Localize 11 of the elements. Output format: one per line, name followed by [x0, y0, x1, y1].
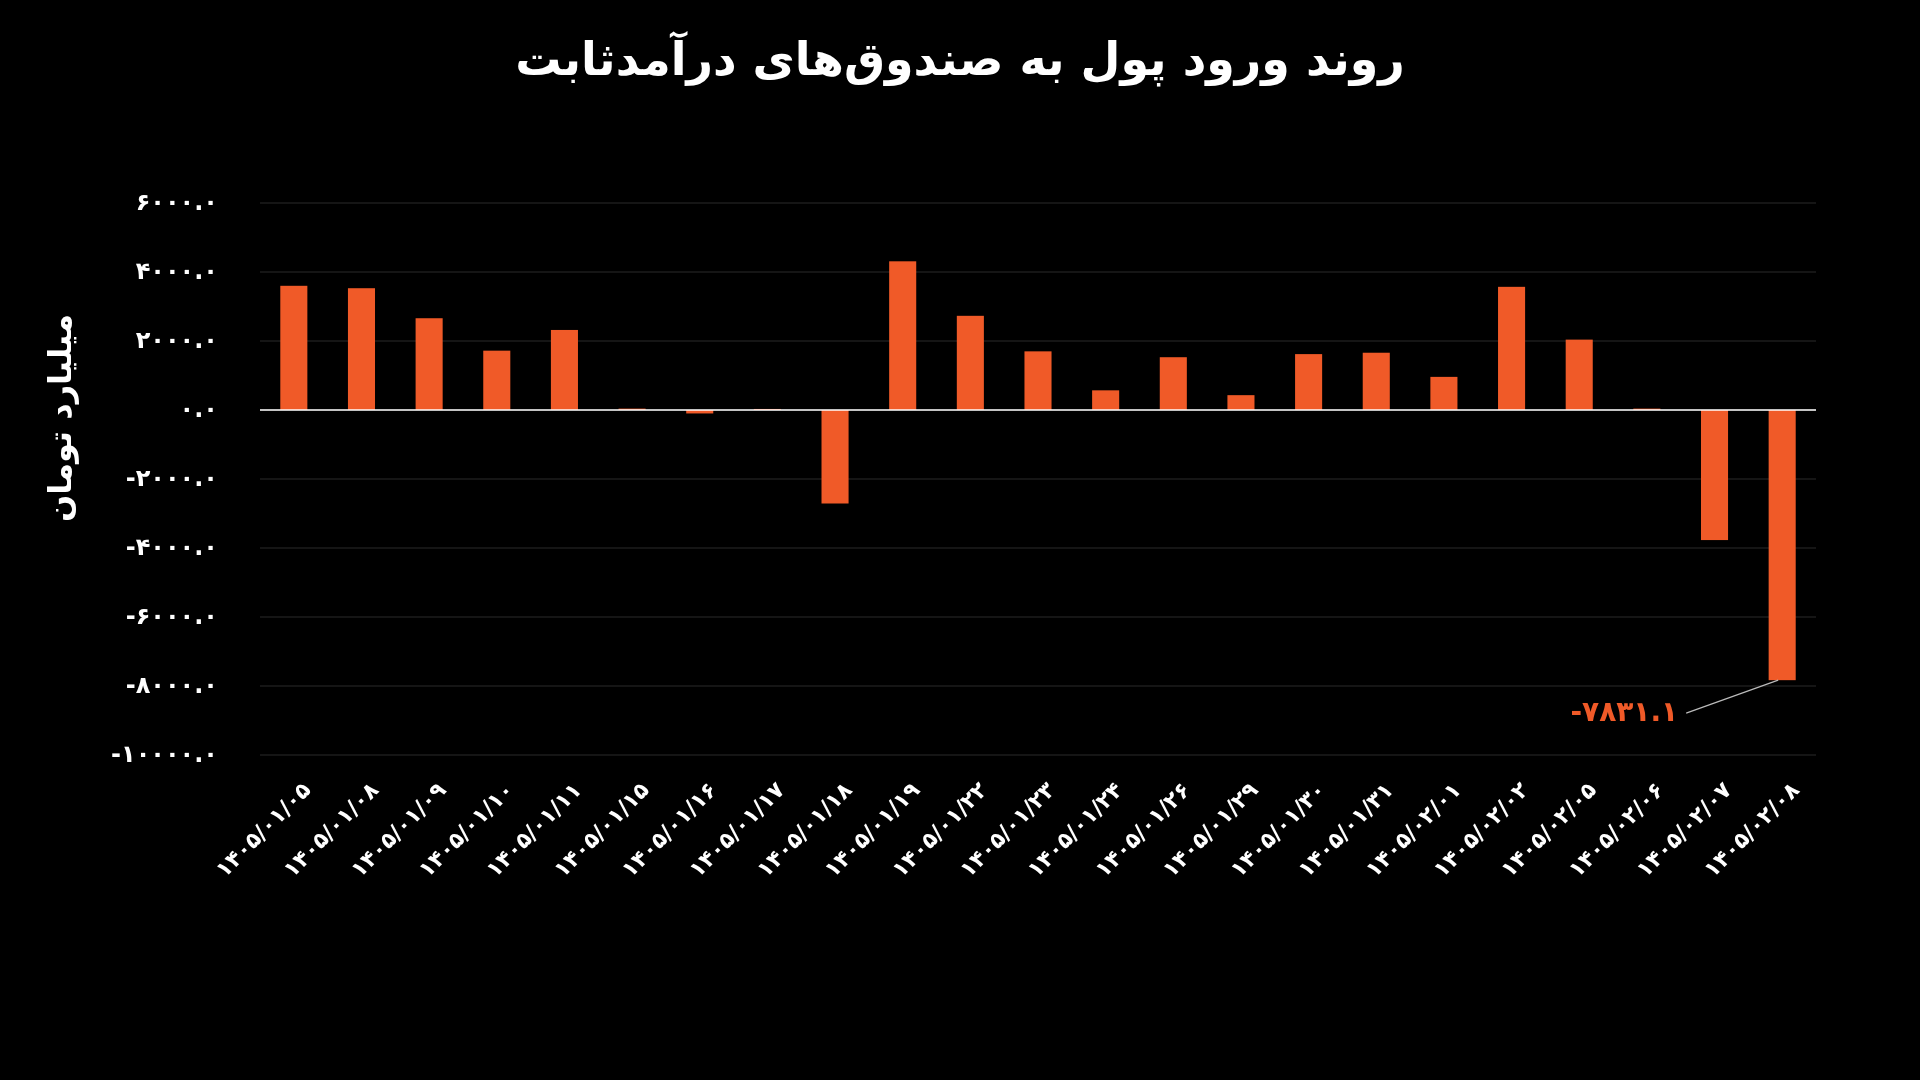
y-tick-label: -۲۰۰۰.۰ [125, 464, 218, 492]
y-tick-label: -۴۰۰۰.۰ [125, 533, 218, 561]
y-tick-label: ۶۰۰۰.۰ [135, 188, 218, 216]
y-tick-label: -۶۰۰۰.۰ [125, 602, 218, 630]
y-tick-label: ۰.۰ [179, 395, 218, 423]
y-tick-label: ۴۰۰۰.۰ [135, 257, 218, 285]
y-tick-label: ۲۰۰۰.۰ [135, 326, 218, 354]
y-tick-label: -۱۰۰۰۰.۰ [111, 740, 218, 768]
y-tick-label: -۸۰۰۰.۰ [125, 671, 218, 699]
title: روند ورود پول به صندوق‌های درآمدثابت [515, 31, 1405, 86]
data-label: -۷۸۳۱.۱ [1570, 695, 1679, 729]
